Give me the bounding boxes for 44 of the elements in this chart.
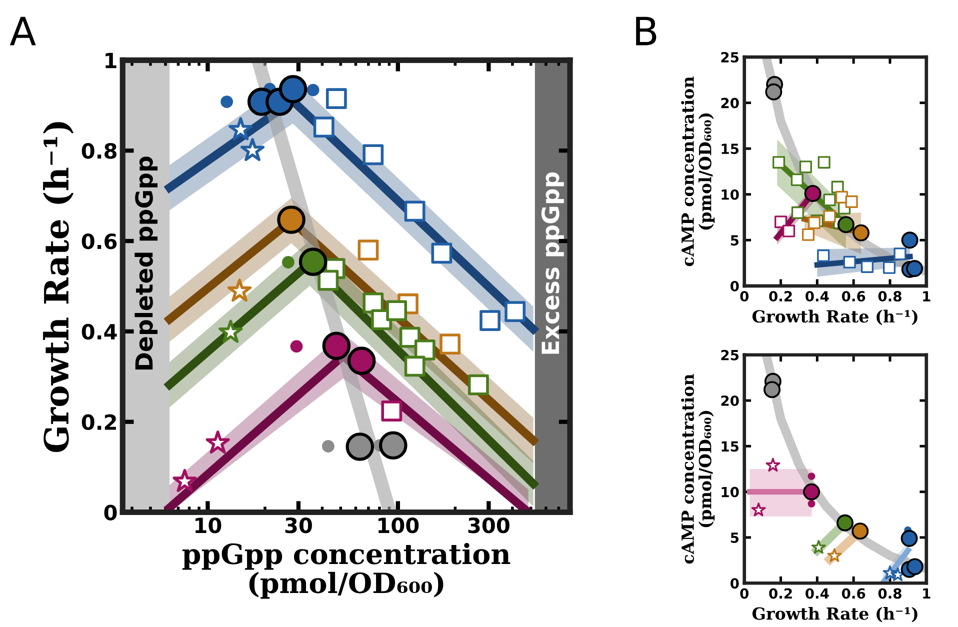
y-tick-label: 25 [721, 350, 739, 360]
x-tick-label: 0 [740, 588, 749, 599]
y-tick-label: 25 [721, 52, 739, 63]
y-tick-label: 20 [721, 98, 739, 108]
y-axis-title: cAMP concentration (pmol/OD₆₀₀) [681, 374, 715, 564]
text: A [10, 16, 36, 46]
x-tick-label: 300 [468, 517, 510, 534]
x-tick-label: 0 [740, 291, 749, 302]
y-tick-label: 0.6 [82, 233, 117, 250]
y-tick-label: 15 [722, 144, 739, 154]
x-tick-label: 0.8 [878, 291, 902, 302]
x-tick-label: 30 [285, 517, 312, 534]
x-tick-label: 0.4 [806, 291, 829, 302]
x-tick-label: 0.8 [878, 588, 902, 599]
x-axis-title: Growth Rate (h⁻¹) [752, 606, 918, 622]
band-label: Depleted ppGpp [134, 156, 158, 370]
x-tick-label: 10 [196, 517, 222, 534]
y-tick-label: 5 [730, 532, 739, 543]
x-tick-label: 100 [378, 517, 419, 534]
x-tick-label: 0.6 [842, 291, 866, 302]
y-tick-label: 10 [722, 189, 739, 200]
y-tick-label: 20 [721, 395, 739, 406]
x-tick-label: 0.4 [806, 588, 829, 599]
y-tick-label: 0.4 [82, 324, 117, 340]
x-axis-title: ppGpp concentration (pmol/OD₆₀₀) [182, 542, 510, 599]
y-axis-title: cAMP concentration (pmol/OD₆₀₀) [681, 76, 715, 266]
x-tick-label: 1 [923, 588, 930, 599]
x-tick-label: 0.6 [842, 588, 866, 599]
x-tick-label: 0.2 [769, 588, 792, 599]
x-axis-title: Growth Rate (h⁻¹) [752, 310, 918, 326]
y-tick-label: 0.2 [82, 414, 116, 430]
y-tick-label: 1 [106, 52, 116, 68]
y-axis-title: Growth Rate (h⁻¹) [43, 122, 74, 452]
band-label: Excess ppGpp [541, 172, 564, 354]
y-tick-label: 0.8 [82, 143, 116, 159]
y-tick-label: 15 [722, 441, 739, 452]
y-tick-label: 0 [730, 578, 739, 589]
text: B [636, 16, 656, 46]
x-tick-label: 1 [923, 291, 930, 302]
y-tick-label: 10 [722, 486, 739, 498]
y-tick-label: 5 [730, 235, 739, 246]
x-tick-label: 0.2 [769, 291, 792, 302]
y-tick-label: 0 [730, 280, 739, 292]
y-tick-label: 0 [104, 504, 117, 520]
